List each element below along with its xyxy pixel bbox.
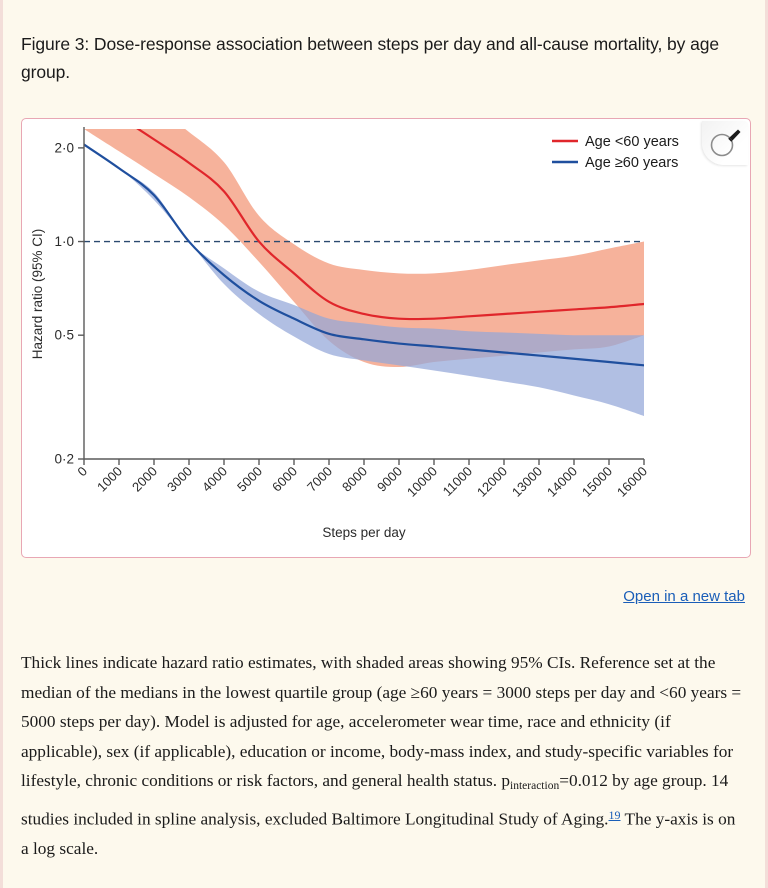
x-axis-ticks: 0 1000 2000 3000 4000 5000 6000 7000 8000 9000100…: [74, 459, 650, 500]
x-tick-label: 16000: [614, 464, 650, 500]
figure-title: Figure 3: Dose-response association betw…: [21, 34, 719, 82]
x-tick-label: 2000: [129, 464, 160, 495]
series-line-1: [84, 143, 644, 367]
x-tick-label: 10000: [404, 464, 440, 500]
y-tick-label: 2·0: [54, 140, 74, 155]
y-axis-ticks: 0·2 0·5 1·0 2·0: [54, 140, 84, 467]
x-tick-label: 3000: [164, 464, 195, 495]
reference-link-19[interactable]: 19: [608, 808, 621, 823]
x-tick-label: 4000: [199, 464, 230, 495]
figure-chart-container[interactable]: 0 1000 2000 3000 4000 5000 6000 7000 8000 9000 100…: [21, 118, 751, 558]
x-tick-label: 9000: [374, 464, 405, 495]
y-axis-title: Hazard ratio (95% CI): [30, 229, 45, 360]
x-tick-label: 6000: [269, 464, 300, 495]
x-tick-label: 11000: [440, 464, 475, 499]
dose-response-chart: 0 1000 2000 3000 4000 5000 6000 7000 8000 9000100…: [30, 127, 679, 540]
magnifier-glyph: [710, 129, 741, 157]
x-tick-label: 14000: [544, 464, 580, 500]
confidence-interval-bands: [84, 129, 644, 416]
x-tick-label: 1000: [94, 464, 125, 495]
caption-text-part1: Thick lines indicate hazard ratio estima…: [21, 653, 742, 790]
series-line-group: [84, 129, 644, 367]
x-tick-label: 7000: [304, 464, 335, 495]
y-tick-label: 1·0: [54, 234, 74, 249]
ci-band-series-0: [84, 129, 644, 368]
y-tick-label: 0·2: [54, 452, 74, 467]
p-interaction-subscript: interaction: [510, 779, 560, 792]
x-tick-label: 8000: [339, 464, 370, 495]
y-tick-label: 0·5: [54, 328, 74, 343]
magnifier-icon[interactable]: [702, 121, 748, 165]
open-in-new-tab-link[interactable]: Open in a new tab: [623, 588, 745, 605]
axis-titles: Steps per day Hazard ratio (95% CI): [30, 229, 406, 540]
x-tick-label: 0: [74, 464, 90, 480]
figure-caption: Thick lines indicate hazard ratio estima…: [21, 648, 747, 864]
caption-text-part2: =0.012 by age group. 14 studies included…: [21, 771, 729, 829]
series-line-0: [136, 129, 644, 321]
p-interaction-symbol: p: [501, 771, 511, 790]
x-tick-label: 5000: [234, 464, 265, 495]
chart-legend: Age <60 years Age ≥60 years: [552, 134, 679, 171]
legend-label-0: Age <60 years: [585, 134, 679, 150]
x-tick-label: 13000: [509, 464, 545, 500]
x-tick-label: 12000: [474, 464, 510, 500]
x-tick-label: 15000: [579, 464, 615, 500]
ci-band-series-1: [84, 144, 644, 416]
open-in-new-tab-wrapper: Open in a new tab: [623, 588, 745, 606]
caption-text-part3: The y-axis is on a log scale.: [21, 809, 736, 859]
x-axis-title: Steps per day: [322, 525, 406, 540]
legend-label-1: Age ≥60 years: [585, 155, 678, 171]
